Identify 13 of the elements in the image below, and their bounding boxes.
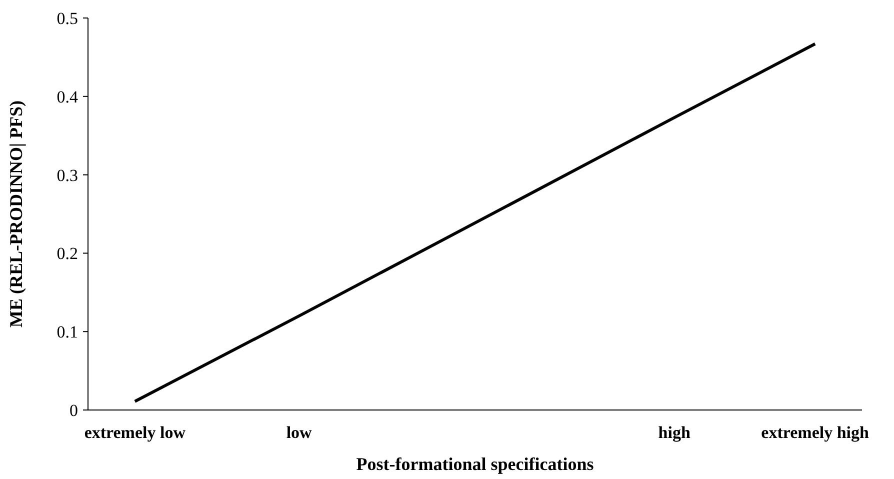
x-tick-label: extremely high	[761, 423, 870, 442]
y-tick-label: 0.4	[56, 87, 78, 106]
x-tick-label: extremely low	[84, 423, 186, 442]
y-tick-label: 0.3	[56, 166, 78, 185]
x-tick-label: low	[286, 423, 313, 442]
y-tick-label: 0.2	[56, 244, 78, 264]
y-tick-label: 0.5	[56, 8, 78, 28]
x-axis-title: Post-formational specifications	[356, 454, 594, 474]
y-tick-label: 0	[70, 400, 78, 420]
line-series	[133, 42, 817, 403]
y-tick-label: 0.1	[56, 322, 78, 342]
y-axis-title: ME (REL-PRODINNO| PFS)	[6, 100, 26, 328]
x-tick-label: high	[658, 423, 691, 442]
